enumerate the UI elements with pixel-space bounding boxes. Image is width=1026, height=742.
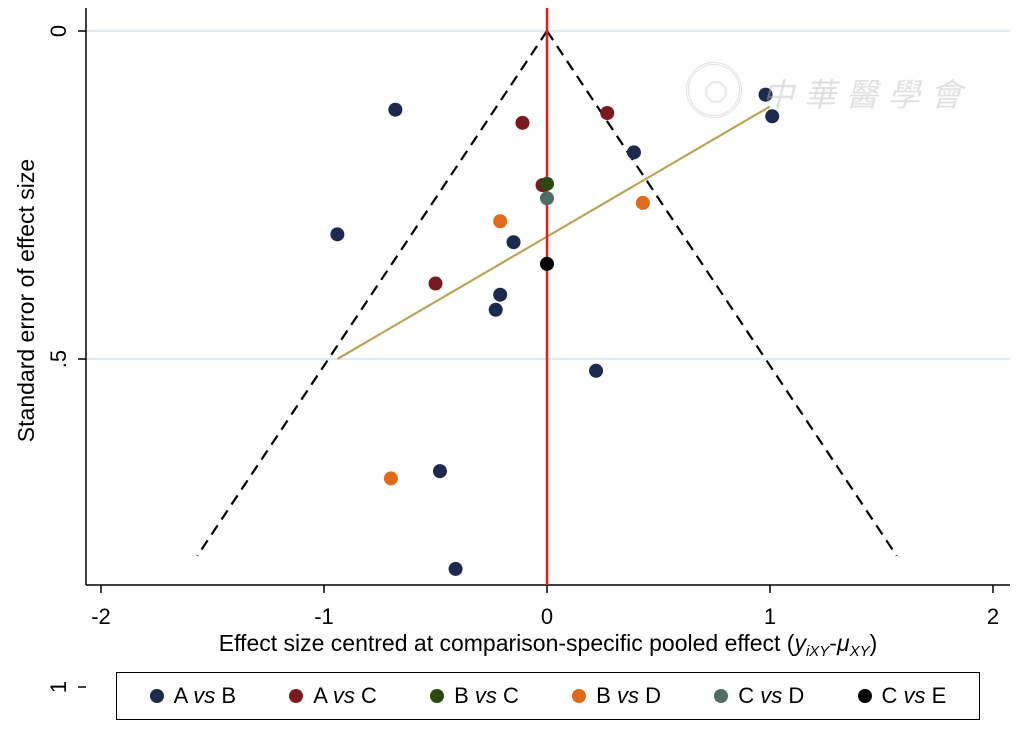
legend-marker-icon [289, 689, 304, 703]
legend-item: A vs B [149, 683, 236, 709]
legend-label: A vs C [313, 683, 377, 708]
data-point [540, 191, 554, 206]
x-tick-label: 2 [987, 604, 999, 629]
data-point [493, 214, 508, 229]
legend-item: C vs E [857, 683, 947, 709]
data-point [383, 471, 398, 486]
legend-item: C vs D [714, 683, 804, 709]
legend-item: A vs C [289, 683, 377, 709]
axis-labels: -2 -1 0 1 2 0 .5 1 Standard error of effect size… [13, 25, 999, 693]
x-axis-title: Effect size centred at comparison-specif… [219, 630, 878, 660]
x-tick-label: 0 [541, 604, 553, 629]
legend-label: B vs C [454, 683, 519, 708]
legend-marker-icon [430, 689, 445, 703]
data-point [432, 464, 447, 479]
legend-label: C vs E [881, 683, 947, 708]
data-point [758, 87, 773, 102]
data-point [540, 176, 554, 191]
legend-marker-icon [572, 689, 587, 703]
data-points [330, 87, 780, 576]
legend-label: A vs B [173, 683, 236, 708]
data-point [515, 115, 530, 130]
plot-lines [196, 8, 898, 585]
legend-item: B vs D [572, 683, 661, 709]
data-point [600, 106, 615, 120]
data-point [428, 276, 443, 291]
y-tick-label: .5 [46, 350, 71, 368]
data-point [635, 195, 650, 210]
watermark: 中華醫學會 [686, 62, 986, 122]
y-tick-label: 0 [46, 25, 71, 37]
legend: A vs B A vs C B vs C B vs D C vs D C vs E [116, 672, 980, 720]
data-point [589, 363, 604, 378]
legend-item: B vs C [430, 683, 519, 709]
data-point [330, 227, 345, 242]
watermark-text: 中華醫學會 [762, 76, 973, 114]
funnel-right-line [546, 30, 898, 557]
data-point [488, 302, 503, 317]
data-point [388, 102, 403, 117]
seal-logo-icon [686, 62, 742, 118]
x-tick-label: -1 [314, 604, 334, 629]
legend-label: C vs D [738, 683, 805, 708]
data-point [448, 561, 463, 576]
regression-line [336, 105, 771, 360]
legend-label: B vs D [596, 683, 661, 708]
funnel-left-line [196, 30, 548, 557]
y-axis-title: Standard error of effect size [13, 159, 39, 442]
data-point [626, 145, 641, 160]
x-tick-label: -2 [91, 604, 111, 629]
data-point [540, 256, 554, 271]
data-point [765, 109, 780, 124]
data-point [493, 287, 508, 302]
x-tick-label: 1 [764, 604, 776, 629]
data-point [506, 235, 521, 250]
legend-marker-icon [714, 689, 729, 703]
legend-marker-icon [857, 689, 872, 703]
legend-marker-icon [149, 689, 164, 703]
y-tick-label: 1 [46, 681, 71, 693]
